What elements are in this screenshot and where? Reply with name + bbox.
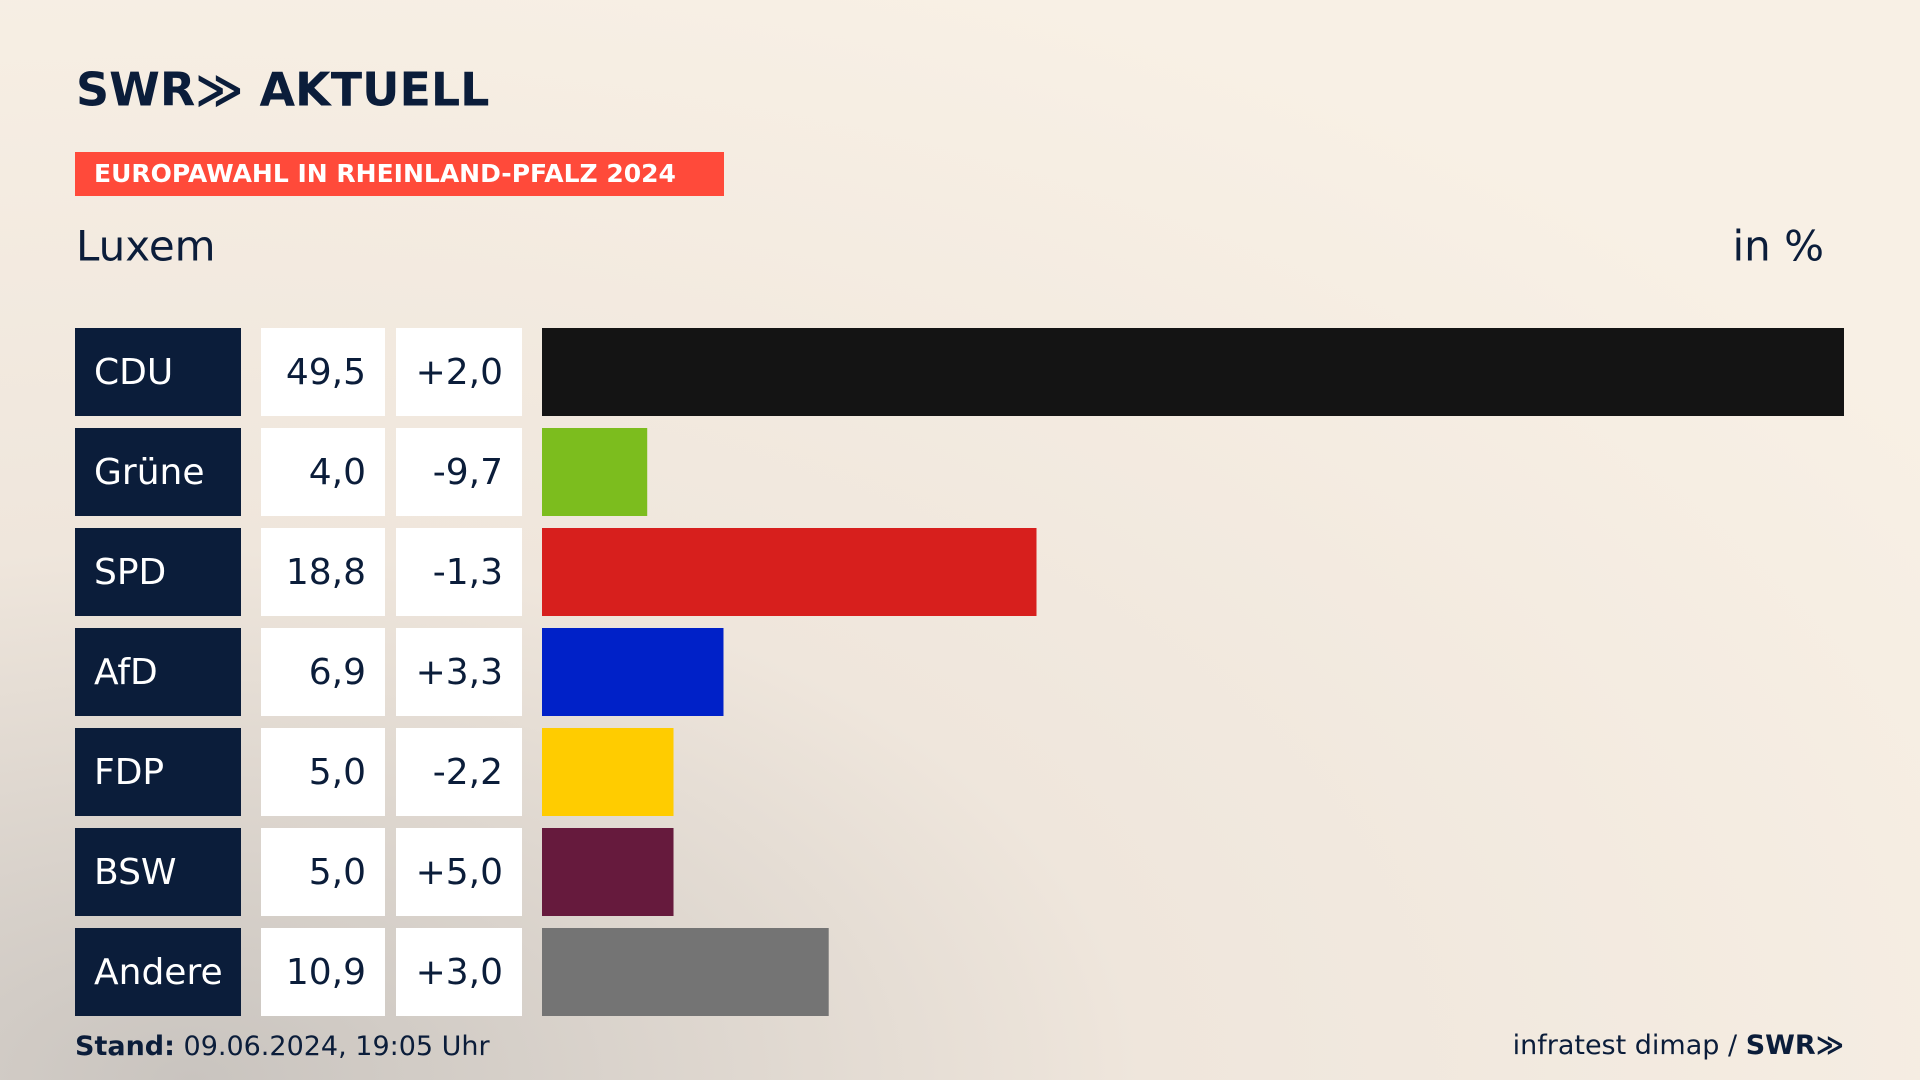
- change-label: +2,0: [416, 352, 503, 393]
- change-label: -1,3: [433, 552, 503, 593]
- change-box: [396, 928, 522, 1016]
- stand: 09.06.2024, 19:05 Uhr: [184, 1031, 491, 1062]
- party-box: [75, 828, 241, 916]
- party-box: [75, 628, 241, 716]
- value-label: 10,9: [286, 952, 366, 993]
- party-label: BSW: [94, 852, 177, 893]
- value-box: [261, 428, 385, 516]
- party-label: FDP: [94, 752, 164, 793]
- change-label: +5,0: [416, 852, 503, 893]
- bar: [542, 628, 724, 716]
- party-label: Grüne: [94, 452, 204, 493]
- chart-title: Luxem: [76, 222, 216, 271]
- change-box: [396, 428, 522, 516]
- value-label: 4,0: [309, 452, 366, 493]
- value-label: 5,0: [309, 852, 366, 893]
- source: infratest dimap / SWR≫: [1513, 1030, 1844, 1061]
- logo: SWR≫ AKTUELL: [76, 63, 489, 117]
- unit-label: in %: [1732, 222, 1824, 271]
- change-box: [396, 628, 522, 716]
- change-label: -9,7: [433, 452, 503, 493]
- bar: [542, 928, 829, 1016]
- value-label: 49,5: [286, 352, 366, 393]
- change-label: +3,0: [416, 952, 503, 993]
- value-label: 5,0: [309, 752, 366, 793]
- change-label: -2,2: [433, 752, 503, 793]
- party-label: CDU: [94, 352, 173, 393]
- party-box: [75, 328, 241, 416]
- value-box: [261, 928, 385, 1016]
- party-label: SPD: [94, 552, 166, 593]
- value-box: [261, 328, 385, 416]
- rows: CDU 49,5 +2,0 Grüne 4,0 -9,7 SPD 18,8 -1,3 AfD 6,9…: [75, 328, 1844, 1016]
- value-box: [261, 528, 385, 616]
- stand-label: Stand:: [75, 1031, 175, 1062]
- value-label: 18,8: [286, 552, 366, 593]
- bar: [542, 728, 674, 816]
- change-box: [396, 728, 522, 816]
- bar: [542, 428, 648, 516]
- footnote: Stand: 09.06.2024, 19:05 Uhr: [75, 1031, 491, 1062]
- party-box: [75, 728, 241, 816]
- change-box: [396, 528, 522, 616]
- change-box: [396, 328, 522, 416]
- party-box: [75, 928, 241, 1016]
- bar: [542, 328, 1844, 416]
- source-text: infratest dimap /: [1513, 1030, 1738, 1061]
- party-label: AfD: [94, 652, 158, 693]
- value-box: [261, 828, 385, 916]
- party-box: [75, 528, 241, 616]
- value-box: [261, 728, 385, 816]
- change-box: [396, 828, 522, 916]
- banner-bg: [75, 152, 724, 196]
- banner: EUROPAWAHL IN RHEINLAND-PFALZ 2024: [94, 159, 676, 188]
- bar: [542, 828, 674, 916]
- source-logo: SWR≫: [1746, 1030, 1844, 1061]
- bar: [542, 528, 1037, 616]
- value-label: 6,9: [309, 652, 366, 693]
- value-box: [261, 628, 385, 716]
- party-box: [75, 428, 241, 516]
- change-label: +3,3: [416, 652, 503, 693]
- party-label: Andere: [94, 952, 223, 993]
